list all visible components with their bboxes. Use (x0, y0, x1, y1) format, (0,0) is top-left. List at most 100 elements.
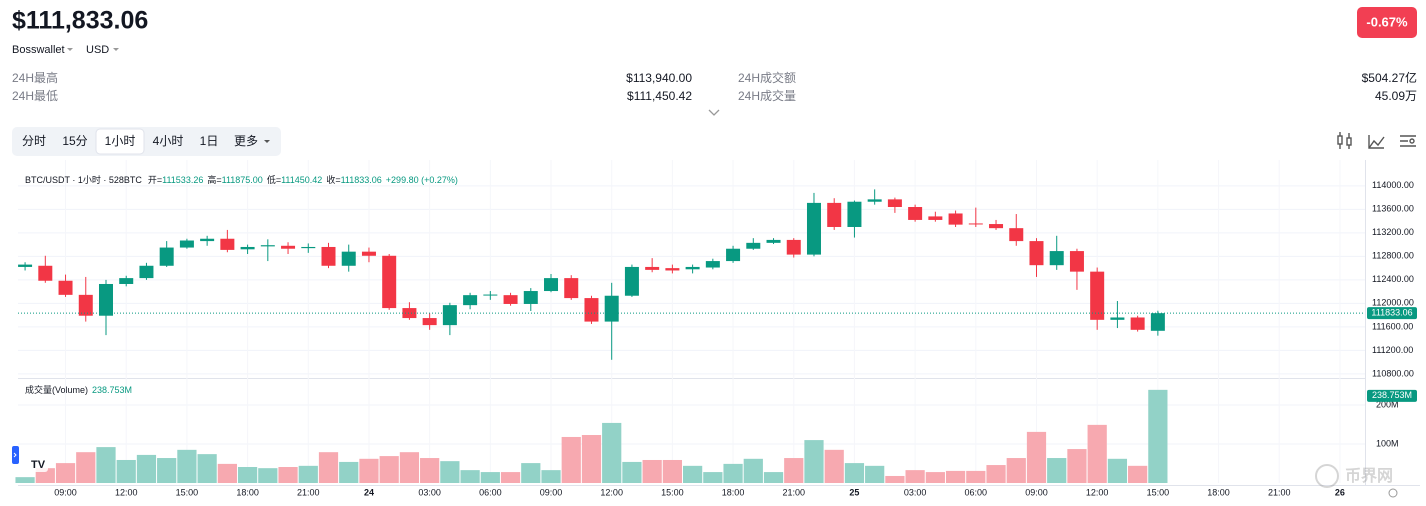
candle-body (139, 265, 154, 279)
volume-bar (1026, 431, 1047, 483)
tab[interactable]: 分时 (22, 134, 46, 148)
currency-select[interactable]: USD (86, 44, 109, 56)
volume-bar (339, 461, 359, 483)
tabs: 分时 15分 1小时 4小时 1日 更多 (22, 128, 270, 155)
y-tick-label: 110800.00 (1372, 368, 1414, 378)
x-tick-label: 03:00 (904, 487, 927, 497)
volume-bar (15, 477, 35, 483)
x-tick-label: 12:00 (115, 487, 138, 497)
volume-bar (642, 459, 662, 483)
volume-bar (379, 456, 399, 483)
tab[interactable]: 1日 (200, 134, 219, 148)
candle-body (806, 202, 821, 255)
volume-bar (986, 465, 1006, 483)
stat-value: 45.09万 (1375, 89, 1417, 103)
settings-icon[interactable] (1400, 135, 1416, 147)
candle-body (402, 308, 417, 319)
caret (67, 48, 73, 51)
stat-label: 24H成交量 (738, 88, 796, 103)
stat-label: 24H成交额 (738, 70, 796, 85)
volume-bar (177, 449, 197, 483)
side-toggle-arrow (13, 452, 17, 458)
volume-bar (1148, 389, 1168, 483)
volume-bar (197, 454, 217, 483)
x-tick-label: 15:00 (176, 487, 199, 497)
toolbar (1337, 132, 1416, 149)
tab-bar (12, 127, 281, 156)
x-tick-label: 18:00 (236, 487, 259, 497)
x-tick-label: 21:00 (297, 487, 320, 497)
volume-bar (318, 452, 339, 483)
candle-body (220, 238, 235, 250)
x-tick-label: 15:00 (661, 487, 684, 497)
volume-bar (925, 472, 945, 483)
y2-tick-label: 100M (1376, 438, 1399, 448)
volume-bar (278, 467, 298, 483)
tv-logo: TV (28, 456, 48, 472)
volume-bar (905, 470, 925, 483)
candle-body (321, 246, 336, 266)
candle-body (604, 295, 619, 322)
candle-body (382, 255, 397, 309)
y-tick-label: 112800.00 (1372, 251, 1414, 261)
indicator-icon[interactable] (1337, 132, 1352, 149)
candle-body (1069, 251, 1084, 272)
tab[interactable]: 15分 (62, 134, 87, 148)
time-settings[interactable] (1388, 488, 1398, 498)
x-tick-label: 21:00 (1268, 487, 1291, 497)
candle-body (665, 268, 680, 271)
candle-body (989, 224, 1004, 229)
volume-bar (440, 461, 460, 483)
volume-bar (96, 447, 116, 483)
candle-body (746, 242, 761, 249)
candle-body (887, 199, 902, 208)
draw-icon[interactable] (1368, 135, 1385, 149)
x-tick-label: 18:00 (1207, 487, 1230, 497)
x-tick-label: 21:00 (782, 487, 805, 497)
volume-bar (460, 470, 480, 483)
volume-bar (258, 468, 278, 483)
last-price-box (1367, 307, 1417, 320)
volume-bar (217, 463, 237, 483)
candle-body (847, 201, 862, 227)
volume-bar (703, 472, 723, 483)
volume-bar (581, 435, 602, 483)
volume-bar (1006, 458, 1026, 483)
candle-body (1029, 241, 1044, 266)
x-tick-label: 09:00 (1025, 487, 1048, 497)
change: -0.67% (1366, 14, 1408, 29)
volume-title-text: 成交量(Volume) (25, 384, 88, 395)
chart: 110800.00 111200.00 111600.00 112000.00 1124… (15, 160, 1417, 497)
legend-label: 低= (267, 174, 281, 185)
last-volume-label: 238.753M (1372, 390, 1412, 400)
price: $111,833.06 (12, 7, 148, 35)
candle-body (159, 247, 174, 266)
candle-body (1150, 313, 1165, 331)
candle-body (705, 261, 720, 268)
x-tick-label: 09:00 (54, 487, 77, 497)
expand[interactable] (708, 109, 720, 116)
candle-body (1090, 271, 1105, 320)
tab[interactable]: 更多 (234, 134, 258, 148)
candle-body (1049, 251, 1064, 266)
volume-bar (945, 470, 966, 483)
stat-label: 24H最高 (12, 70, 58, 85)
tab[interactable]: 4小时 (153, 134, 184, 148)
y-tick-label: 112000.00 (1372, 298, 1414, 308)
candle-body (483, 294, 498, 296)
last-volume-box (1367, 389, 1417, 402)
candle-body (200, 238, 215, 242)
tab[interactable]: 1小时 (105, 134, 136, 148)
wallet-select[interactable]: Bosswallet (12, 44, 65, 56)
x-tick-label: 12:00 (600, 487, 623, 497)
candle-body (463, 295, 478, 306)
candle-body (523, 291, 538, 304)
x-tick-label: 18:00 (722, 487, 745, 497)
volume-bar (541, 470, 561, 483)
volume-bar (602, 422, 622, 483)
y2-tick-label: 200M (1376, 399, 1399, 409)
volume-bar (237, 467, 258, 483)
volume-bar (561, 436, 581, 483)
stat-value: $113,940.00 (626, 71, 692, 85)
candle-body (827, 202, 842, 227)
